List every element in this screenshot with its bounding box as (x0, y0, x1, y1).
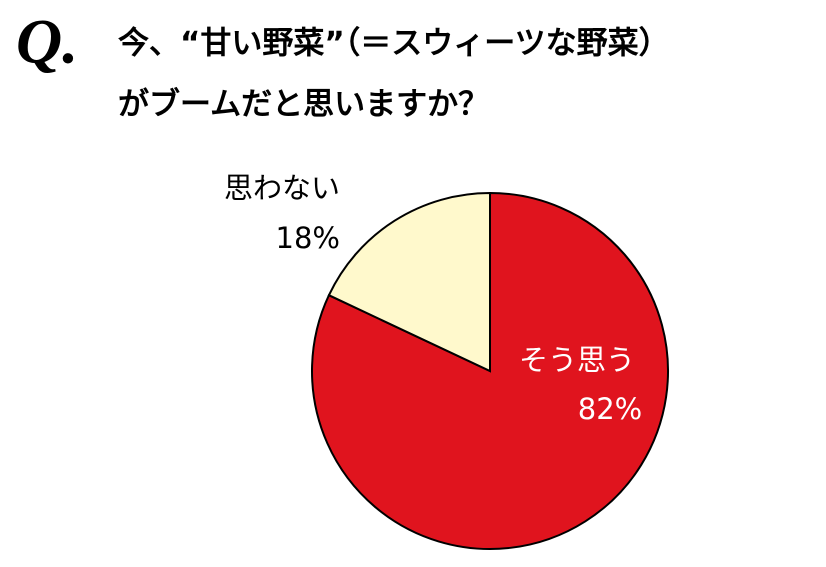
slice-label: 思わない (224, 171, 340, 205)
pie-slice (311, 191, 669, 550)
value-label: 18% (276, 221, 340, 255)
value-label: 82% (578, 392, 642, 426)
logo: Q. (16, 6, 78, 77)
slice-label: そう思う (519, 343, 635, 377)
title-line: 今、“甘い野菜”（＝スウィーツな野菜） (118, 26, 670, 62)
title-line: がブームだと思いますか？ (118, 87, 489, 123)
pie-slice (327, 191, 491, 373)
